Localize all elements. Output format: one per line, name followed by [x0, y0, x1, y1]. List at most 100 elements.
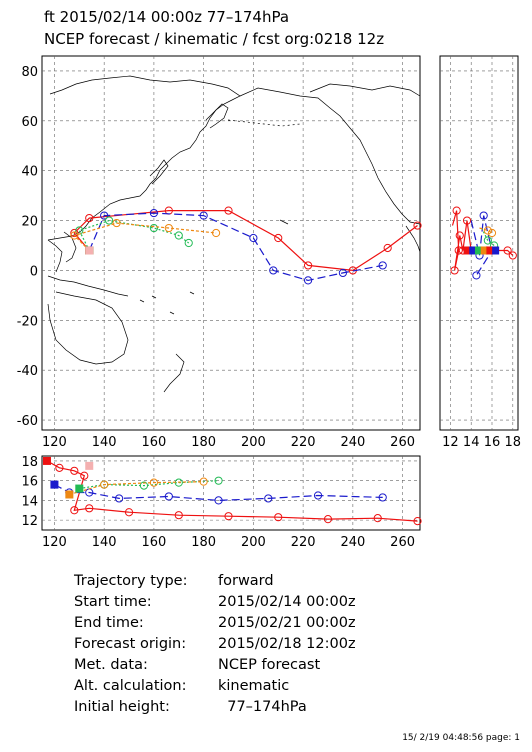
x-tick-label: 260 — [390, 535, 415, 550]
blue-trajectory-marker — [378, 261, 387, 270]
orange-trajectory-marker — [100, 480, 109, 489]
info-label-initial-height: Initial height: — [74, 699, 170, 715]
y-tick-label: 60 — [21, 115, 38, 130]
x-tick-label: 140 — [92, 535, 117, 550]
blue-trajectory-marker — [149, 208, 159, 218]
info-label-end-time: End time: — [74, 615, 144, 631]
source-marker — [75, 484, 84, 493]
red-trajectory-line — [451, 210, 514, 271]
info-value-forecast-origin: 2015/02/18 12:00z — [218, 636, 356, 652]
coastlines — [47, 75, 421, 393]
orange-trajectory-marker — [70, 231, 79, 240]
green-trajectory-marker — [483, 236, 492, 245]
green-trajectory-marker — [149, 223, 159, 233]
red-trajectory-marker — [454, 246, 463, 255]
bottom-panel-frame — [41, 455, 421, 531]
x-tick-label: 200 — [241, 435, 266, 450]
green-trajectory-marker — [184, 238, 193, 248]
asia-coast — [47, 75, 241, 241]
red-trajectory-marker — [224, 512, 233, 521]
x-tick-label: 240 — [340, 435, 365, 450]
red-trajectory-marker — [274, 233, 283, 243]
red-trajectory-marker — [85, 213, 94, 223]
info-value-trajectory-type: forward — [218, 573, 274, 589]
x-tick-label: 260 — [390, 435, 415, 450]
red-trajectory-marker — [383, 243, 392, 253]
orange-trajectory-marker — [164, 223, 173, 233]
info-label-alt-calculation: Alt. calculation: — [74, 678, 186, 694]
y-tick-label: 40 — [21, 165, 38, 180]
source-marker — [474, 246, 482, 255]
title-line-2: NCEP forecast / kinematic / fcst org:021… — [44, 30, 384, 48]
y-tick-label: -60 — [17, 414, 38, 429]
red-trajectory-marker — [124, 508, 134, 517]
info-value-met-data: NCEP forecast — [218, 657, 320, 673]
source-marker — [50, 480, 59, 489]
y-tick-label: -20 — [17, 314, 38, 329]
red-trajectory-line — [46, 460, 418, 522]
map-x-axis: 120 140 160 180 200 220 240 260 — [42, 435, 415, 450]
source-marker — [65, 490, 74, 499]
red-trajectory-marker — [452, 206, 461, 215]
x-tick-label: 240 — [340, 535, 365, 550]
pacific-islands — [139, 291, 195, 315]
footer-timestamp: 15/ 2/19 04:48:56 page: 1 — [402, 733, 520, 743]
green-trajectory-marker — [174, 231, 183, 240]
info-label-met-data: Met. data: — [74, 657, 148, 673]
source-marker — [486, 246, 494, 255]
orange-trajectory-marker — [487, 228, 497, 238]
orange-trajectory-line — [479, 227, 493, 234]
x-tick-label: 14 — [463, 435, 480, 450]
red-trajectory-marker — [55, 463, 64, 472]
orange-trajectory-marker — [199, 477, 208, 486]
right-panel-frame — [439, 55, 519, 431]
orange-trajectory-marker — [112, 218, 121, 228]
red-trajectory-marker — [508, 251, 517, 260]
bottom-panel-trajectories — [42, 456, 422, 526]
right-panel-grid — [440, 56, 518, 430]
red-trajectory-marker — [373, 514, 382, 523]
y-tick-label: 80 — [21, 65, 38, 80]
blue-trajectory-marker — [199, 211, 208, 220]
y-tick-label: 12 — [21, 514, 38, 529]
red-trajectory-marker — [80, 471, 89, 480]
y-tick-label: 16 — [21, 475, 38, 490]
blue-trajectory-marker — [100, 211, 109, 220]
blue-trajectory-line — [470, 215, 493, 276]
right-panel-x-axis: 12 14 16 18 — [442, 435, 521, 450]
map-trajectories — [70, 206, 422, 285]
green-trajectory-line — [481, 227, 495, 246]
red-trajectory-marker — [503, 246, 512, 255]
indonesia-coast — [47, 275, 129, 297]
blue-trajectory-marker — [269, 266, 278, 275]
info-label-trajectory-type: Trajectory type: — [73, 573, 187, 589]
source-marker — [469, 246, 477, 255]
north-america-coast — [239, 87, 421, 225]
y-tick-label: 20 — [21, 215, 38, 230]
right-panel-trajectories — [450, 206, 517, 280]
green-trajectory-line — [79, 480, 219, 490]
y-tick-label: 0 — [30, 264, 38, 279]
blue-trajectory-marker — [164, 492, 173, 501]
orange-trajectory-marker — [483, 226, 492, 235]
y-tick-label: 14 — [21, 494, 38, 509]
red-trajectory-marker — [70, 466, 79, 475]
red-trajectory-marker — [303, 261, 313, 270]
kamchatka-coast — [205, 103, 229, 129]
x-tick-label: 160 — [141, 535, 166, 550]
x-tick-label: 220 — [291, 535, 316, 550]
orange-trajectory-line — [73, 222, 217, 251]
x-tick-label: 180 — [191, 535, 216, 550]
blue-trajectory-marker — [338, 268, 348, 278]
red-trajectory-marker — [70, 506, 79, 515]
red-trajectory-marker — [70, 228, 79, 238]
aleutian-islands — [227, 119, 301, 127]
red-trajectory-line — [73, 210, 418, 272]
height-longitude-panel: 18 16 14 12 120 140 160 180 200 220 240 260 — [21, 455, 422, 550]
blue-trajectory-line — [54, 484, 383, 502]
blue-trajectory-marker — [313, 491, 323, 500]
green-trajectory-marker — [139, 481, 149, 490]
x-tick-label: 18 — [505, 435, 522, 450]
